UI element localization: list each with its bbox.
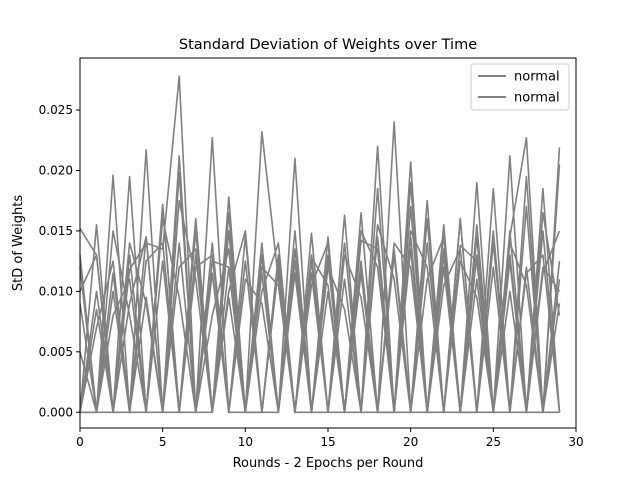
series-layer: [79, 75, 561, 414]
y-axis: 0.000 0.005 0.010 0.015 0.020 0.025: [39, 103, 80, 419]
y-axis-label: StD of Weights: [11, 195, 26, 291]
chart-title: Standard Deviation of Weights over Time: [179, 37, 477, 53]
x-axis-label: Rounds - 2 Epochs per Round: [233, 456, 424, 471]
x-axis: 0 5 10 15 20 25 30: [76, 428, 584, 449]
x-tick-label: 25: [486, 435, 501, 449]
x-tick-label: 10: [238, 435, 253, 449]
legend-label-1: normal: [514, 70, 560, 85]
y-tick-label: 0.025: [39, 103, 73, 117]
x-tick-label: 0: [76, 435, 84, 449]
y-tick-label: 0.005: [39, 345, 73, 359]
x-tick-label: 20: [403, 435, 418, 449]
series-line-9: [79, 211, 561, 414]
series-line-7: [79, 172, 560, 414]
x-tick-label: 15: [320, 435, 335, 449]
x-tick-label: 30: [568, 435, 583, 449]
series-line-12: [80, 230, 561, 414]
y-tick-label: 0.000: [39, 405, 73, 419]
y-tick-label: 0.020: [39, 163, 73, 177]
legend: normal normal: [470, 63, 570, 111]
x-tick-label: 5: [159, 435, 167, 449]
y-tick-label: 0.010: [39, 284, 73, 298]
y-tick-label: 0.015: [39, 224, 73, 238]
legend-label-2: normal: [514, 91, 560, 106]
